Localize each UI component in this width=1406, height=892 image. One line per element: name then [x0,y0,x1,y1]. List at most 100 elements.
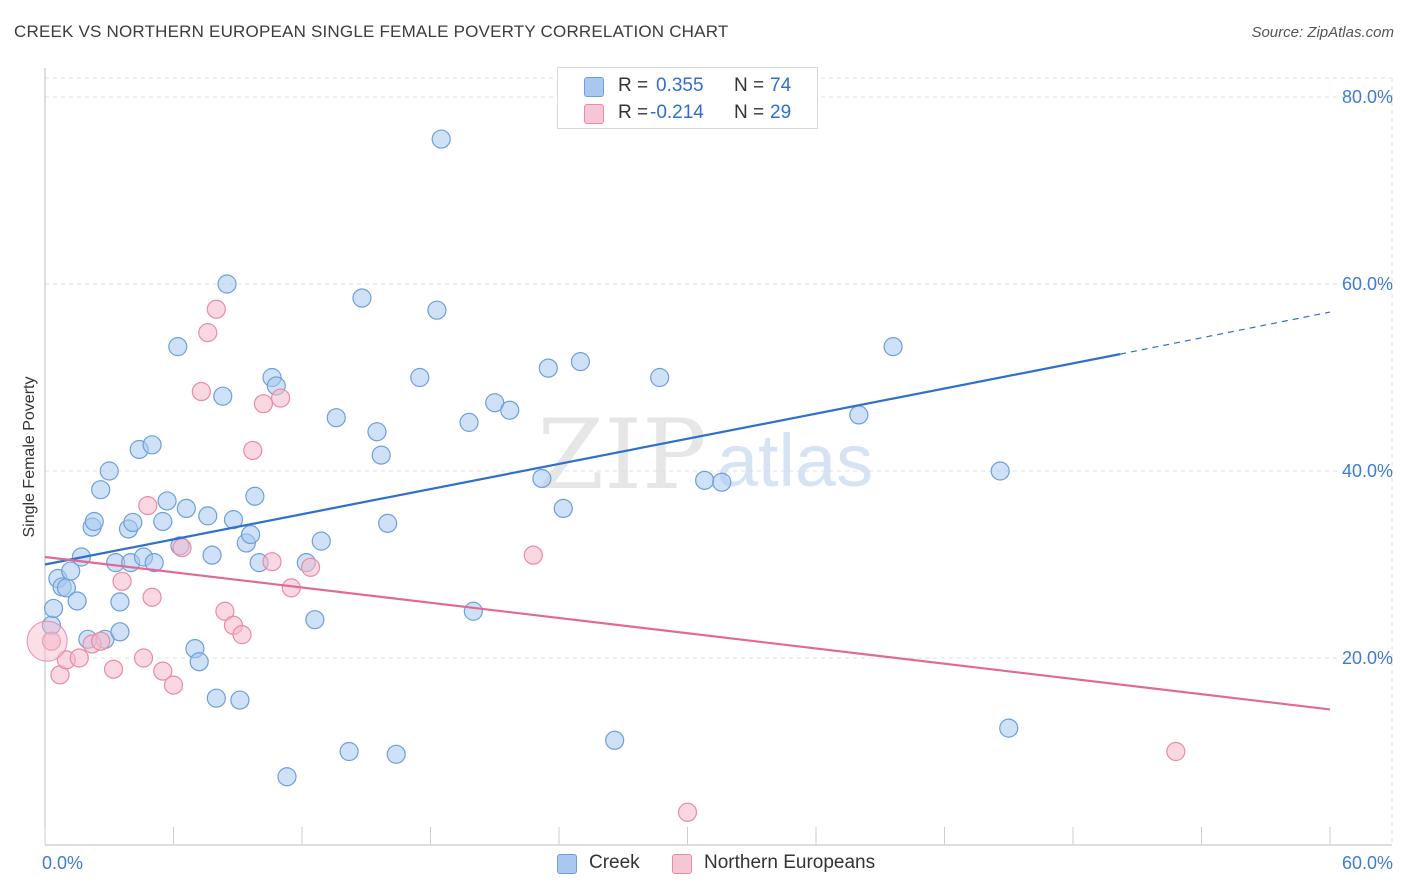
creek-point-5 [61,561,81,581]
creek-point-59 [463,601,483,621]
creek-point-73 [999,718,1019,738]
ne-trend-line [44,555,1331,711]
creek-r-value: 0.355 [656,75,704,96]
stats-legend: R = 0.355 N = 74 R = -0.214 N = 29 [557,67,818,129]
y-tick-label-40: 40.0% [1342,461,1393,481]
ne-point-9 [138,495,158,516]
source-credit: Source: ZipAtlas.com [1251,24,1394,41]
legend-ne-label: Northern Europeans [704,852,876,873]
tick-labels: 20.0% 40.0% 60.0% 80.0% 0.0% 60.0% [42,87,1393,873]
ne-n-label: N = [734,102,765,123]
ne-r-value: -0.214 [650,102,704,123]
creek-point-37 [230,690,250,710]
creek-point-10 [84,511,104,532]
ne-point-10 [142,587,162,607]
creek-point-53 [378,513,398,533]
creek-point-49 [339,741,359,762]
creek-point-1 [43,598,64,619]
creek-point-47 [311,531,331,551]
creek-point-26 [168,337,188,357]
creek-point-24 [153,511,173,532]
creek-point-15 [110,592,130,612]
creek-point-6 [67,591,87,611]
creek-point-35 [217,274,237,294]
creek-point-44 [277,767,297,787]
creek-point-52 [371,445,391,465]
ne-point-6 [103,659,124,679]
creek-point-33 [206,688,226,708]
legend-creek-swatch [557,854,577,874]
creek-point-34 [213,386,233,406]
x-tick-label-max: 60.0% [1342,853,1393,873]
creek-point-23 [144,553,164,573]
ne-point-5 [91,631,111,651]
ne-r-label: R = [618,102,649,123]
ne-point-16 [206,299,226,319]
creek-point-62 [532,468,552,489]
creek-point-22 [142,435,162,455]
ne-point-25 [300,557,321,577]
x-tick-label-min: 0.0% [42,853,83,873]
series-legend: Creek Northern Europeans [0,851,1406,879]
creek-point-16 [110,622,130,642]
y-tick-label-20: 20.0% [1342,648,1393,668]
creek-point-28 [176,498,196,518]
creek-point-40 [245,486,265,506]
creek-point-19 [123,512,143,533]
creek-point-55 [410,367,430,388]
ne-point-13 [172,538,192,558]
creek-point-72 [990,461,1010,481]
ne-point-19 [232,625,252,645]
creek-swatch [584,77,604,97]
creek-point-30 [189,652,209,672]
ne-point-7 [112,571,132,591]
creek-point-13 [99,461,119,481]
ne-point-23 [270,388,291,408]
trend-layer [44,311,1331,711]
creek-point-32 [202,545,222,565]
creek-n-value: 74 [770,75,792,96]
y-tick-label-80: 80.0% [1342,87,1393,107]
creek-point-64 [553,498,573,518]
creek-point-63 [538,358,558,378]
creek-point-66 [605,730,625,750]
creek-point-71 [883,337,903,357]
axes-layer [44,68,1392,846]
ne-point-12 [163,675,184,695]
ne-point-17 [215,601,235,621]
chart-title: CREEK VS NORTHERN EUROPEAN SINGLE FEMALE… [14,22,729,41]
creek-point-51 [367,422,387,442]
ne-point-0 [41,631,62,651]
ne-point-26 [523,545,543,565]
creek-point-69 [712,472,732,492]
ne-point-22 [262,552,282,572]
ne-swatch [584,104,604,124]
ne-n-value: 29 [770,102,792,123]
creek-point-61 [500,400,520,420]
creek-point-68 [695,470,715,490]
watermark-zip: ZIP [537,399,706,511]
ne-point-21 [253,394,274,414]
creek-point-50 [352,288,372,308]
creek-point-58 [459,412,479,432]
creek-point-11 [91,480,111,500]
ne-point-8 [133,648,154,668]
ne-point-28 [1166,741,1186,762]
creek-r-label: R = [618,75,649,96]
creek-point-67 [650,367,670,388]
creek-point-25 [157,491,177,511]
creek-point-56 [427,300,447,320]
creek-point-31 [198,506,218,526]
creek-point-70 [849,405,869,425]
ne-point-11 [153,661,173,681]
creek-point-48 [326,408,346,428]
creek-point-65 [570,352,591,372]
creek-trend-extension [1119,311,1331,355]
legend-ne-swatch [672,854,692,874]
creek-point-54 [386,744,406,764]
ne-point-20 [243,440,263,461]
ne-point-15 [198,323,218,343]
ne-point-14 [191,381,211,402]
creek-n-label: N = [734,75,765,96]
